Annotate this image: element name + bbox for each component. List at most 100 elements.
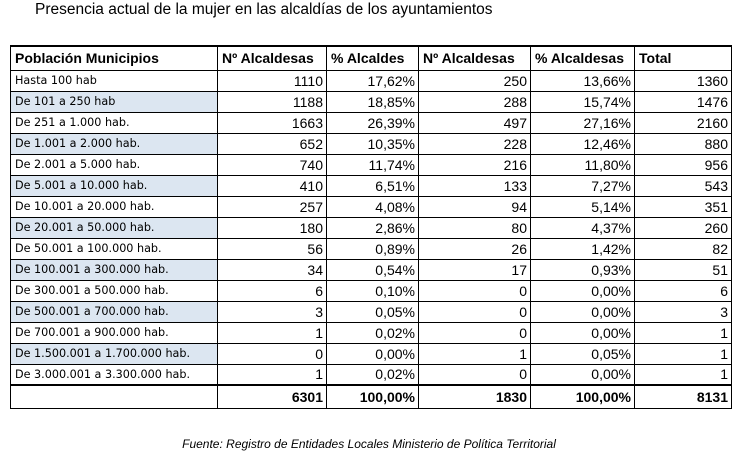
table-row: De 10.001 a 20.000 hab. 257 4,08% 94 5,1…: [10, 195, 732, 218]
cell-pct-alcaldes: 0,10%: [326, 279, 419, 302]
table-total-row: 6301 100,00% 1830 100,00% 8131: [10, 384, 732, 409]
cell-total: 260: [634, 216, 732, 239]
cell-num-alcaldesas: 17: [418, 258, 531, 281]
cell-num-alcaldes: 3: [217, 300, 327, 323]
cell-pct-alcaldesas: 13,66%: [530, 69, 635, 92]
table-row: De 700.001 a 900.000 hab. 1 0,02% 0 0,00…: [10, 321, 732, 344]
cell-pct-alcaldes: 26,39%: [326, 111, 419, 134]
row-label: De 1.500.001 a 1.700.000 hab.: [10, 342, 218, 365]
table-row: De 251 a 1.000 hab. 1663 26,39% 497 27,1…: [10, 111, 732, 134]
page-title: Presencia actual de la mujer en las alca…: [35, 1, 493, 18]
header-num-alcaldes: Nº Alcaldesas: [217, 45, 327, 71]
cell-pct-alcaldes: 6,51%: [326, 174, 419, 197]
cell-pct-alcaldes: 2,86%: [326, 216, 419, 239]
row-label: De 101 a 250 hab: [10, 90, 218, 113]
cell-total: 51: [634, 258, 732, 281]
row-label: De 300.001 a 500.000 hab.: [10, 279, 218, 302]
total-total: 8131: [634, 384, 732, 409]
cell-total: 6: [634, 279, 732, 302]
cell-pct-alcaldesas: 0,93%: [530, 258, 635, 281]
row-label: De 5.001 a 10.000 hab.: [10, 174, 218, 197]
cell-num-alcaldes: 34: [217, 258, 327, 281]
cell-pct-alcaldesas: 0,00%: [530, 363, 635, 386]
total-num-alcaldes: 6301: [217, 384, 327, 409]
cell-pct-alcaldesas: 4,37%: [530, 216, 635, 239]
cell-pct-alcaldesas: 7,27%: [530, 174, 635, 197]
cell-pct-alcaldesas: 0,00%: [530, 321, 635, 344]
header-total: Total: [634, 45, 732, 71]
cell-num-alcaldes: 1110: [217, 69, 327, 92]
cell-pct-alcaldesas: 0,00%: [530, 300, 635, 323]
cell-pct-alcaldesas: 5,14%: [530, 195, 635, 218]
cell-num-alcaldes: 257: [217, 195, 327, 218]
cell-num-alcaldes: 410: [217, 174, 327, 197]
cell-total: 3: [634, 300, 732, 323]
cell-num-alcaldesas: 497: [418, 111, 531, 134]
cell-pct-alcaldes: 4,08%: [326, 195, 419, 218]
source-note: Fuente: Registro de Entidades Locales Mi…: [182, 437, 556, 451]
cell-pct-alcaldesas: 1,42%: [530, 237, 635, 260]
cell-num-alcaldes: 1663: [217, 111, 327, 134]
cell-num-alcaldesas: 288: [418, 90, 531, 113]
table-row: De 20.001 a 50.000 hab. 180 2,86% 80 4,3…: [10, 216, 732, 239]
cell-num-alcaldesas: 133: [418, 174, 531, 197]
total-label: [10, 384, 218, 409]
cell-num-alcaldes: 0: [217, 342, 327, 365]
row-label: De 20.001 a 50.000 hab.: [10, 216, 218, 239]
municipalities-table: Población Municipios Nº Alcaldesas % Alc…: [10, 45, 732, 409]
table-row: De 1.500.001 a 1.700.000 hab. 0 0,00% 1 …: [10, 342, 732, 365]
cell-num-alcaldes: 1188: [217, 90, 327, 113]
cell-total: 1: [634, 342, 732, 365]
total-pct-alcaldesas: 100,00%: [530, 384, 635, 409]
cell-pct-alcaldesas: 0,00%: [530, 279, 635, 302]
row-label: De 1.001 a 2.000 hab.: [10, 132, 218, 155]
cell-num-alcaldesas: 0: [418, 363, 531, 386]
row-label: De 50.001 a 100.000 hab.: [10, 237, 218, 260]
table-row: De 500.001 a 700.000 hab. 3 0,05% 0 0,00…: [10, 300, 732, 323]
cell-pct-alcaldes: 0,02%: [326, 363, 419, 386]
cell-pct-alcaldesas: 0,05%: [530, 342, 635, 365]
row-label: De 500.001 a 700.000 hab.: [10, 300, 218, 323]
header-num-alcaldesas: Nº Alcaldesas: [418, 45, 531, 71]
row-label: De 10.001 a 20.000 hab.: [10, 195, 218, 218]
table-header-row: Población Municipios Nº Alcaldesas % Alc…: [10, 45, 732, 71]
header-poblacion: Población Municipios: [10, 45, 218, 71]
row-label: De 3.000.001 a 3.300.000 hab.: [10, 363, 218, 386]
table-row: De 3.000.001 a 3.300.000 hab. 1 0,02% 0 …: [10, 363, 732, 386]
cell-num-alcaldesas: 0: [418, 279, 531, 302]
cell-pct-alcaldes: 0,00%: [326, 342, 419, 365]
cell-num-alcaldes: 1: [217, 363, 327, 386]
cell-num-alcaldes: 740: [217, 153, 327, 176]
cell-pct-alcaldes: 10,35%: [326, 132, 419, 155]
cell-num-alcaldesas: 1: [418, 342, 531, 365]
table-row: De 50.001 a 100.000 hab. 56 0,89% 26 1,4…: [10, 237, 732, 260]
cell-total: 82: [634, 237, 732, 260]
cell-num-alcaldesas: 228: [418, 132, 531, 155]
cell-num-alcaldesas: 94: [418, 195, 531, 218]
cell-pct-alcaldes: 0,05%: [326, 300, 419, 323]
cell-pct-alcaldesas: 27,16%: [530, 111, 635, 134]
table-row: Hasta 100 hab 1110 17,62% 250 13,66% 136…: [10, 69, 732, 92]
cell-pct-alcaldes: 18,85%: [326, 90, 419, 113]
cell-num-alcaldesas: 0: [418, 321, 531, 344]
cell-total: 1476: [634, 90, 732, 113]
total-num-alcaldesas: 1830: [418, 384, 531, 409]
total-pct-alcaldes: 100,00%: [326, 384, 419, 409]
cell-pct-alcaldesas: 15,74%: [530, 90, 635, 113]
cell-total: 543: [634, 174, 732, 197]
table-row: De 1.001 a 2.000 hab. 652 10,35% 228 12,…: [10, 132, 732, 155]
row-label: Hasta 100 hab: [10, 69, 218, 92]
cell-pct-alcaldes: 0,89%: [326, 237, 419, 260]
header-pct-alcaldes: % Alcaldes: [326, 45, 419, 71]
cell-num-alcaldes: 1: [217, 321, 327, 344]
table-row: De 300.001 a 500.000 hab. 6 0,10% 0 0,00…: [10, 279, 732, 302]
cell-pct-alcaldes: 17,62%: [326, 69, 419, 92]
cell-pct-alcaldes: 0,54%: [326, 258, 419, 281]
row-label: De 700.001 a 900.000 hab.: [10, 321, 218, 344]
cell-num-alcaldes: 6: [217, 279, 327, 302]
row-label: De 100.001 a 300.000 hab.: [10, 258, 218, 281]
header-pct-alcaldesas: % Alcaldesas: [530, 45, 635, 71]
cell-num-alcaldesas: 80: [418, 216, 531, 239]
cell-pct-alcaldesas: 11,80%: [530, 153, 635, 176]
cell-num-alcaldesas: 0: [418, 300, 531, 323]
